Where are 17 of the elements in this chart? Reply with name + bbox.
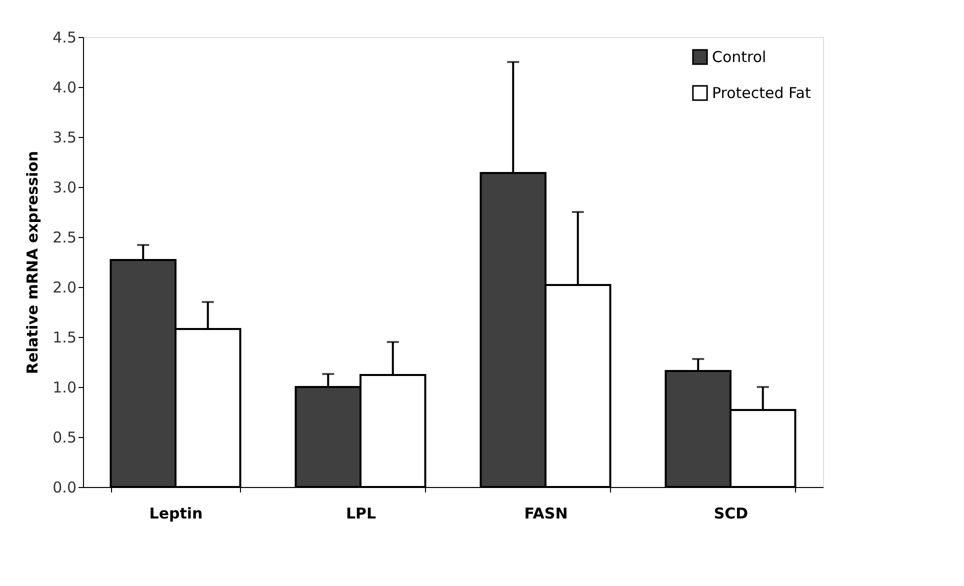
y-tick-label: 4.5 [52, 28, 76, 46]
x-tick-label: LPL [346, 504, 376, 522]
y-tick-label: 3.5 [52, 128, 76, 146]
y-tick-label: 2.0 [52, 278, 76, 296]
y-axis-title: Relative mRNA expression [24, 150, 42, 374]
x-tick-label: SCD [714, 504, 748, 522]
y-tick-label: 1.5 [52, 328, 76, 346]
legend-label: Control [712, 48, 766, 66]
y-tick-label: 0.5 [52, 428, 76, 446]
y-tick-label: 1.0 [52, 378, 76, 396]
y-tick-label: 2.5 [52, 228, 76, 246]
y-tick-label: 4.0 [52, 78, 76, 96]
x-tick-label: Leptin [149, 504, 203, 522]
x-tick-label: FASN [524, 504, 568, 522]
y-tick-label: 3.0 [52, 178, 76, 196]
y-tick-label: 0.0 [52, 478, 76, 496]
legend-label: Protected Fat [712, 84, 811, 102]
